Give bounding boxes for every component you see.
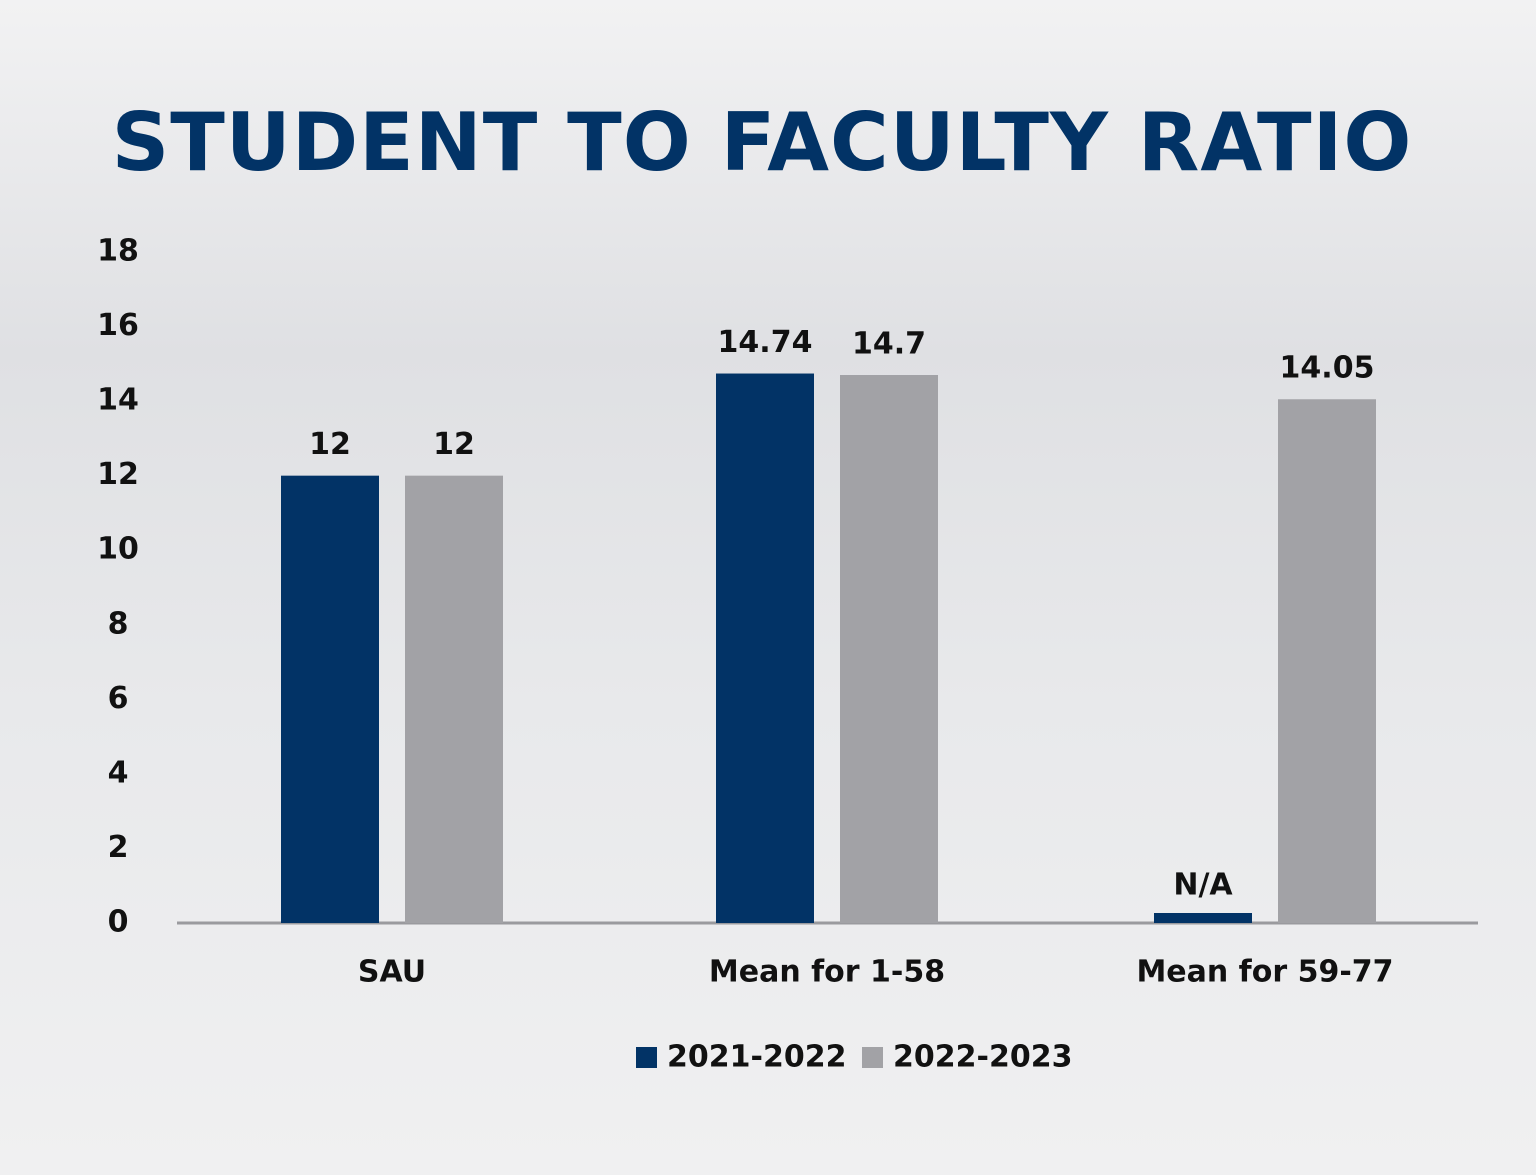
- bar: [840, 375, 938, 923]
- legend-swatch: [636, 1047, 657, 1068]
- na-marker: [1154, 913, 1252, 923]
- y-tick-label: 8: [108, 606, 129, 641]
- y-tick-label: 12: [97, 457, 139, 492]
- bar: [405, 475, 503, 923]
- y-tick-label: 0: [108, 905, 129, 940]
- legend-label: 2021-2022: [667, 1040, 846, 1075]
- x-tick-label: Mean for 1-58: [709, 955, 945, 990]
- y-tick-label: 18: [97, 234, 139, 269]
- value-label: 12: [309, 427, 351, 462]
- y-tick-label: 4: [108, 755, 129, 790]
- x-tick-label: SAU: [358, 955, 426, 990]
- y-tick-label: 2: [108, 830, 129, 865]
- y-tick-label: 6: [108, 681, 129, 716]
- y-tick-label: 10: [97, 532, 139, 567]
- value-label: 14.74: [718, 325, 813, 360]
- value-label: N/A: [1173, 868, 1233, 903]
- bar: [716, 373, 814, 924]
- value-label: 14.05: [1280, 351, 1375, 386]
- value-label: 14.7: [852, 327, 926, 362]
- bar: [281, 475, 379, 923]
- legend-swatch: [862, 1047, 883, 1068]
- value-label: 12: [433, 427, 475, 462]
- x-tick-label: Mean for 59-77: [1136, 955, 1393, 990]
- bar: [1278, 399, 1376, 924]
- y-tick-label: 14: [97, 383, 139, 418]
- legend-label: 2022-2023: [893, 1040, 1072, 1075]
- chart-title: STUDENT TO FACULTY RATIO: [112, 96, 1413, 189]
- y-tick-label: 16: [97, 308, 139, 343]
